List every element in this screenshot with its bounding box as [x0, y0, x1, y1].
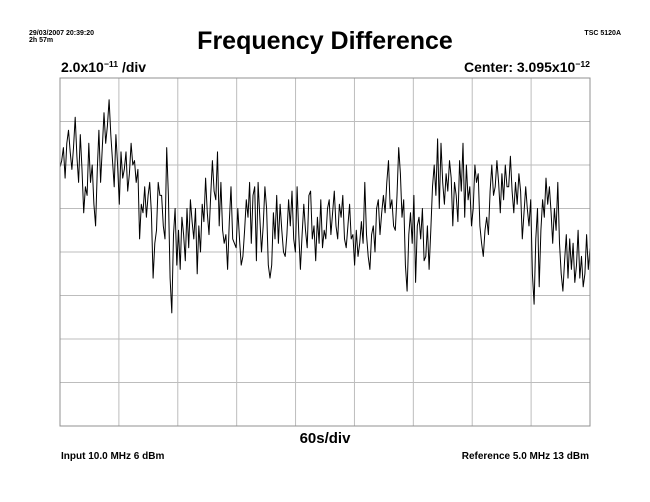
y-scale-mantissa: 2.0x10 [61, 59, 104, 75]
x-scale-label: 60s/div [299, 430, 351, 447]
reference-signal-info: Reference 5.0 MHz 13 dBm [461, 451, 589, 462]
elapsed-time: 2h 57m [29, 37, 54, 44]
input-signal-info: Input 10.0 MHz 6 dBm [61, 451, 165, 462]
center-value-exponent: −12 [575, 59, 590, 70]
center-value-label: Center: 3.095x10−12 [464, 59, 590, 75]
y-scale-unit: /div [118, 59, 147, 75]
plot-frame [59, 77, 591, 427]
center-value-text: Center: 3.095x10 [463, 59, 576, 75]
timestamp: 29/03/2007 20:39:20 [29, 30, 94, 37]
frequency-difference-trace [59, 99, 591, 314]
instrument-model: TSC 5120A [584, 30, 621, 37]
y-scale-exponent: −11 [103, 59, 119, 70]
chart-title: Frequency Difference [197, 27, 453, 55]
plot-grid [60, 78, 590, 426]
y-scale-label: 2.0x10−11 /div [61, 59, 146, 75]
